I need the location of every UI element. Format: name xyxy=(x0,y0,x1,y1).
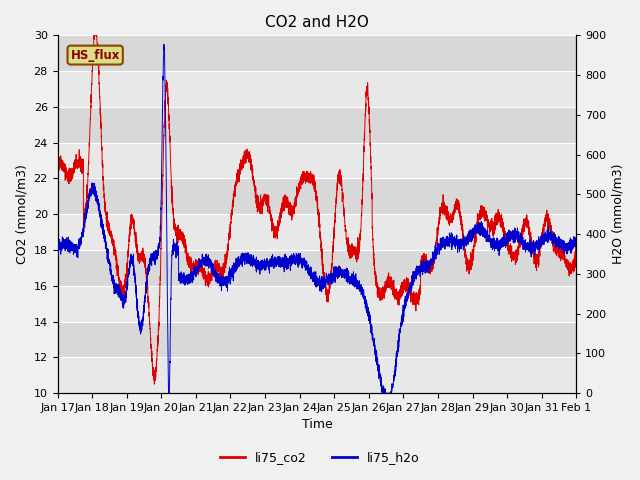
Bar xyxy=(58,36,576,71)
Y-axis label: CO2 (mmol/m3): CO2 (mmol/m3) xyxy=(15,164,28,264)
Bar xyxy=(58,71,576,107)
Bar xyxy=(58,322,576,357)
Bar xyxy=(58,143,576,179)
Legend: li75_co2, li75_h2o: li75_co2, li75_h2o xyxy=(215,446,425,469)
Y-axis label: H2O (mmol/m3): H2O (mmol/m3) xyxy=(612,164,625,264)
Bar xyxy=(58,357,576,393)
Bar xyxy=(58,107,576,143)
Bar xyxy=(58,250,576,286)
Bar xyxy=(58,214,576,250)
Bar xyxy=(58,179,576,214)
Bar xyxy=(58,286,576,322)
Text: HS_flux: HS_flux xyxy=(70,48,120,61)
X-axis label: Time: Time xyxy=(301,419,332,432)
Title: CO2 and H2O: CO2 and H2O xyxy=(265,15,369,30)
